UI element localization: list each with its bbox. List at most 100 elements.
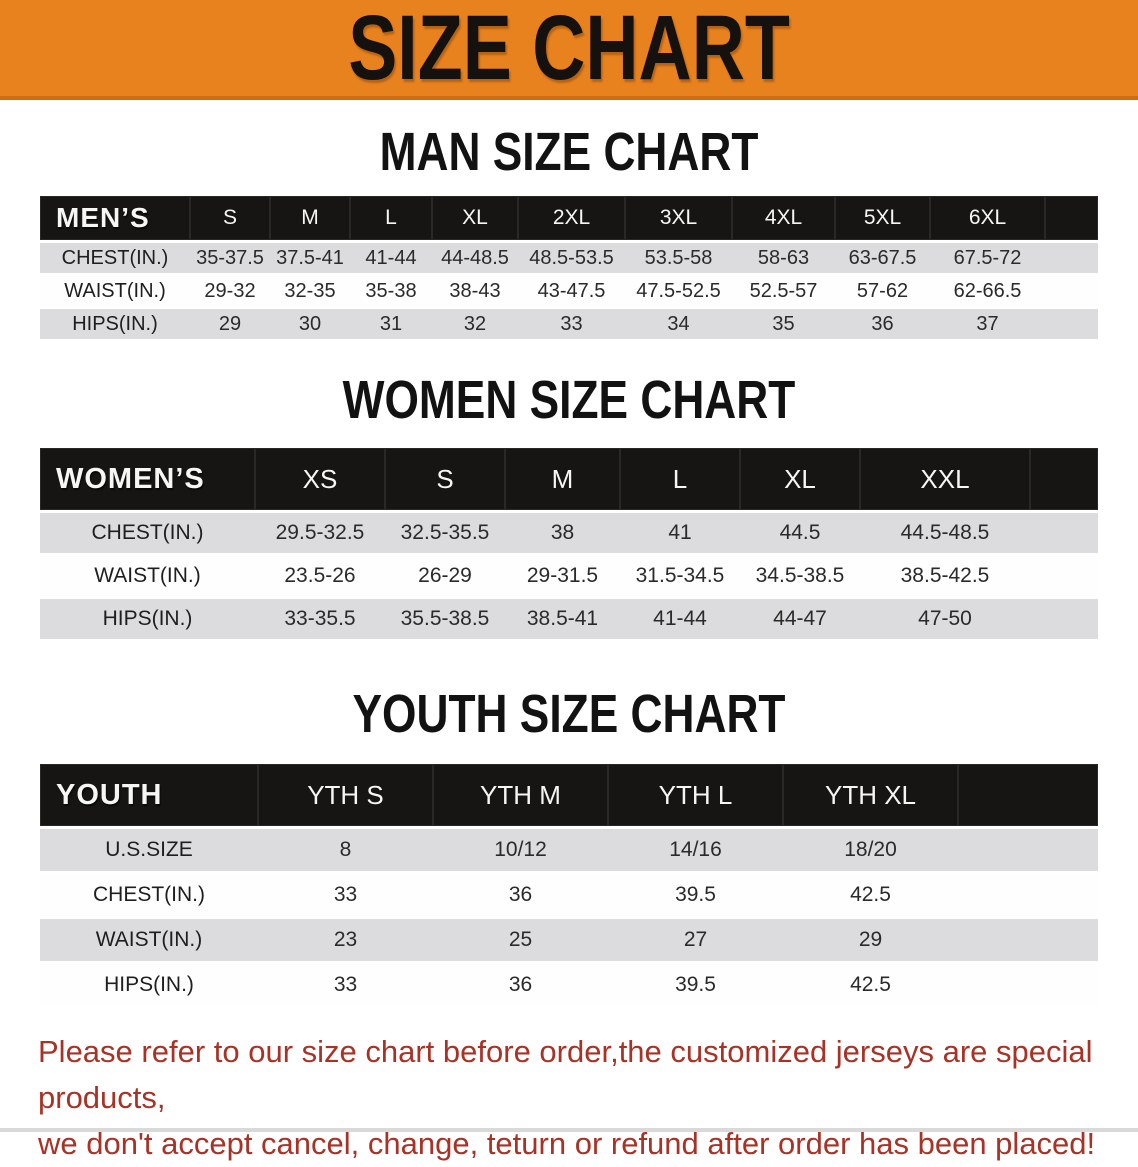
size-table-header-row: WOMEN’S XS S M L XL XXL [40, 448, 1098, 510]
size-value: 27 [608, 919, 783, 961]
row-filler [958, 919, 1098, 961]
men-size-table: MEN’S S M L XL 2XL 3XL 4XL 5XL 6XL CHEST(IN.) 35-37… [40, 193, 1098, 342]
size-value: 37.5-41 [270, 243, 350, 273]
size-value: 33 [258, 874, 433, 916]
size-column-header: M [270, 196, 350, 240]
row-filler [1030, 513, 1098, 553]
size-column-header: S [385, 448, 505, 510]
size-value: 43-47.5 [518, 276, 625, 306]
size-value: 44.5 [740, 513, 860, 553]
size-column-header: 6XL [930, 196, 1045, 240]
size-value: 44-47 [740, 599, 860, 639]
size-value: 8 [258, 829, 433, 871]
size-table-row: HIPS(IN.) 33-35.5 35.5-38.5 38.5-41 41-44 44-… [40, 599, 1098, 639]
size-value: 38 [505, 513, 620, 553]
row-filler [958, 874, 1098, 916]
header-filler [958, 764, 1098, 826]
size-column-header: 5XL [835, 196, 930, 240]
size-value: 29-32 [190, 276, 270, 306]
size-value: 58-63 [732, 243, 835, 273]
size-value: 14/16 [608, 829, 783, 871]
group-label: YOUTH [40, 764, 258, 826]
size-table-row: HIPS(IN.) 29 30 31 32 33 34 35 36 37 [40, 309, 1098, 339]
size-column-header: XXL [860, 448, 1030, 510]
row-label: HIPS(IN.) [40, 599, 255, 639]
page-bottom-edge [0, 1128, 1138, 1132]
size-column-header: YTH L [608, 764, 783, 826]
size-column-header: YTH XL [783, 764, 958, 826]
size-value: 35 [732, 309, 835, 339]
size-value: 29.5-32.5 [255, 513, 385, 553]
size-table-row: WAIST(IN.) 23 25 27 29 [40, 919, 1098, 961]
size-table-header-row: MEN’S S M L XL 2XL 3XL 4XL 5XL 6XL [40, 196, 1098, 240]
size-table-row: CHEST(IN.) 33 36 39.5 42.5 [40, 874, 1098, 916]
size-value: 26-29 [385, 556, 505, 596]
size-value: 47.5-52.5 [625, 276, 732, 306]
size-value: 47-50 [860, 599, 1030, 639]
size-value: 37 [930, 309, 1045, 339]
size-value: 29 [783, 919, 958, 961]
size-value: 41-44 [350, 243, 432, 273]
size-column-header: XL [740, 448, 860, 510]
size-value: 57-62 [835, 276, 930, 306]
size-value: 32-35 [270, 276, 350, 306]
size-value: 30 [270, 309, 350, 339]
size-value: 31.5-34.5 [620, 556, 740, 596]
size-value: 44-48.5 [432, 243, 518, 273]
size-value: 42.5 [783, 964, 958, 1006]
size-value: 34 [625, 309, 732, 339]
size-value: 35-37.5 [190, 243, 270, 273]
men-section-title-text: MAN SIZE CHART [379, 122, 759, 182]
size-value: 35-38 [350, 276, 432, 306]
size-table-row: U.S.SIZE 8 10/12 14/16 18/20 [40, 829, 1098, 871]
size-value: 29 [190, 309, 270, 339]
size-column-header: M [505, 448, 620, 510]
size-value: 23.5-26 [255, 556, 385, 596]
size-value: 38.5-42.5 [860, 556, 1030, 596]
size-value: 39.5 [608, 874, 783, 916]
size-value: 38-43 [432, 276, 518, 306]
row-filler [958, 829, 1098, 871]
size-value: 52.5-57 [732, 276, 835, 306]
row-filler [1045, 276, 1098, 306]
size-value: 62-66.5 [930, 276, 1045, 306]
size-column-header: 3XL [625, 196, 732, 240]
size-value: 42.5 [783, 874, 958, 916]
size-value: 29-31.5 [505, 556, 620, 596]
size-column-header: 2XL [518, 196, 625, 240]
size-column-header: 4XL [732, 196, 835, 240]
youth-section-title: YOUTH SIZE CHART [0, 684, 1138, 744]
size-column-header: XS [255, 448, 385, 510]
size-value: 34.5-38.5 [740, 556, 860, 596]
header-filler [1045, 196, 1098, 240]
row-label: WAIST(IN.) [40, 919, 258, 961]
size-chart-banner: SIZE CHART [0, 0, 1138, 100]
women-section-title: WOMEN SIZE CHART [0, 370, 1138, 430]
men-section-title: MAN SIZE CHART [0, 122, 1138, 182]
size-column-header: L [350, 196, 432, 240]
size-value: 23 [258, 919, 433, 961]
size-value: 36 [433, 964, 608, 1006]
row-label: U.S.SIZE [40, 829, 258, 871]
women-section-title-text: WOMEN SIZE CHART [342, 370, 796, 430]
disclaimer-text: Please refer to our size chart before or… [38, 1029, 1118, 1167]
row-label: WAIST(IN.) [40, 276, 190, 306]
disclaimer-line-1: Please refer to our size chart before or… [38, 1034, 1093, 1115]
size-value: 63-67.5 [835, 243, 930, 273]
size-value: 48.5-53.5 [518, 243, 625, 273]
size-value: 41 [620, 513, 740, 553]
size-table-row: CHEST(IN.) 29.5-32.5 32.5-35.5 38 41 44.5 44.5… [40, 513, 1098, 553]
youth-section-title-text: YOUTH SIZE CHART [352, 684, 786, 744]
row-label: CHEST(IN.) [40, 513, 255, 553]
row-filler [1030, 556, 1098, 596]
size-value: 33 [258, 964, 433, 1006]
size-value: 33-35.5 [255, 599, 385, 639]
size-value: 36 [835, 309, 930, 339]
row-filler [1030, 599, 1098, 639]
size-table-row: HIPS(IN.) 33 36 39.5 42.5 [40, 964, 1098, 1006]
size-column-header: YTH S [258, 764, 433, 826]
size-table-row: WAIST(IN.) 23.5-26 26-29 29-31.5 31.5-34.5 34… [40, 556, 1098, 596]
size-value: 31 [350, 309, 432, 339]
size-value: 33 [518, 309, 625, 339]
size-column-header: L [620, 448, 740, 510]
